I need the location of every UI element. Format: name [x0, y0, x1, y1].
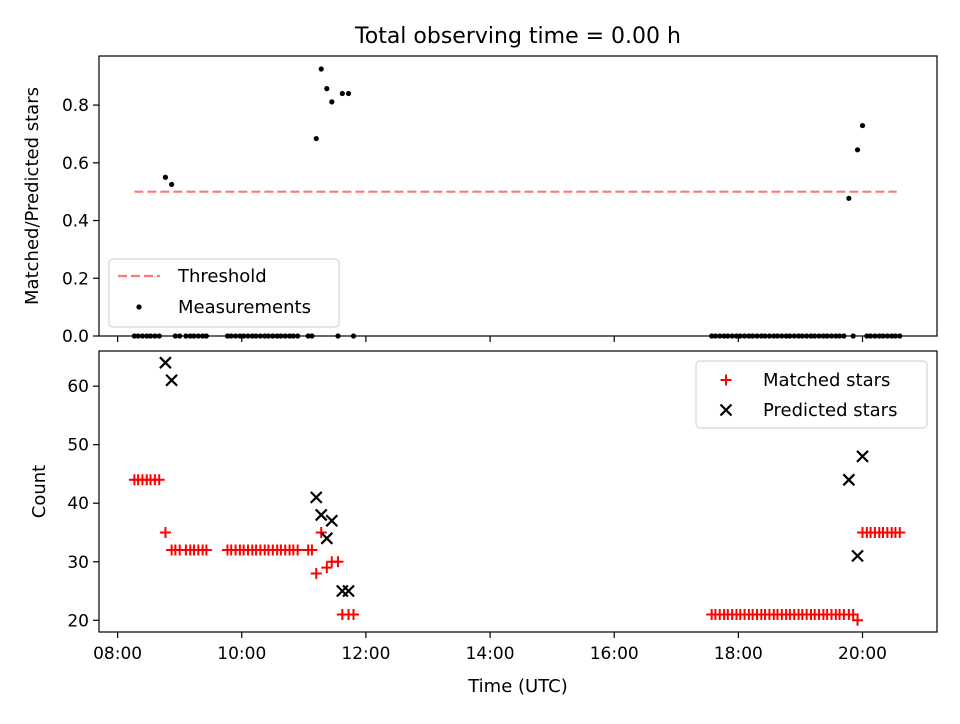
top-y-axis-label: Matched/Predicted stars: [22, 87, 43, 305]
top-panel: 0.00.20.40.60.8 Matched/Predicted stars …: [22, 55, 938, 347]
bottom-axes-ticks: 20 30 40 50 60 08:00 10:00 12:00 14:00 16:00 18:00…: [67, 377, 887, 664]
y-tick-label: 0.8: [62, 96, 89, 116]
predicted-star-point: [165, 373, 178, 387]
matched-star-point: [310, 567, 322, 579]
measurement-point: [162, 174, 169, 180]
x-tick-label: 08:00: [93, 644, 142, 664]
matched-star-point: [321, 562, 333, 574]
x-tick-label: 14:00: [466, 644, 515, 664]
bottom-plot-area: [128, 356, 906, 626]
x-tick-label: 20:00: [838, 644, 887, 664]
top-legend: Threshold Measurements: [108, 258, 340, 328]
predicted-star-point: [314, 508, 328, 522]
matched-star-point: [159, 526, 171, 538]
y-tick-label: 40: [67, 494, 89, 514]
measurement-point: [345, 90, 352, 97]
measurement-point: [169, 181, 175, 188]
legend-predicted-swatch: [719, 403, 733, 417]
predicted-star-point: [309, 491, 323, 504]
predicted-star-point: [851, 549, 864, 563]
matched-star-point: [348, 608, 360, 620]
predicted-star-point: [325, 514, 339, 528]
predicted-star-point: [842, 473, 856, 487]
measurement-point: [854, 147, 861, 153]
predicted-star-point: [856, 450, 869, 463]
matched-star-point: [306, 544, 318, 556]
bottom-legend: Matched stars Predicted stars: [695, 360, 928, 429]
bottom-panel: 20 30 40 50 60 08:00 10:00 12:00 14:00 16:00 18:00…: [29, 350, 938, 697]
measurement-point: [329, 99, 335, 105]
legend-measurement-label: Measurements: [178, 297, 311, 318]
matched-star-point: [894, 526, 906, 538]
matched-star-point: [292, 544, 304, 556]
matched-star-point: [332, 556, 344, 568]
measurement-point: [318, 66, 324, 72]
y-tick-label: 0.6: [62, 154, 89, 174]
x-tick-label: 18:00: [714, 644, 763, 664]
x-tick-label: 10:00: [217, 644, 266, 664]
top-axes-frame: [98, 55, 938, 337]
predicted-star-point: [159, 356, 172, 369]
measurement-point: [313, 135, 319, 142]
matched-star-point: [200, 544, 212, 556]
bottom-y-axis-label: Count: [29, 465, 50, 518]
bottom-axes-frame: [98, 350, 938, 633]
legend-matched-label: Matched stars: [763, 370, 890, 391]
matched-star-point: [315, 526, 327, 538]
measurement-point: [339, 90, 345, 97]
matched-star-point: [153, 474, 165, 486]
measurement-point: [324, 86, 330, 92]
legend-frame: [108, 258, 340, 328]
y-tick-label: 0.0: [62, 327, 89, 347]
y-tick-label: 20: [67, 611, 89, 631]
y-tick-label: 0.4: [62, 212, 89, 232]
legend-matched-swatch: [720, 374, 732, 386]
legend-threshold-label: Threshold: [177, 266, 267, 287]
legend-frame: [695, 360, 928, 429]
matched-star-point: [852, 614, 864, 626]
x-axis-label: Time (UTC): [467, 676, 568, 697]
y-tick-label: 30: [67, 553, 89, 573]
y-tick-label: 50: [67, 436, 89, 456]
matched-star-point: [847, 608, 859, 620]
predicted-star-point: [320, 532, 334, 545]
y-tick-label: 60: [67, 377, 89, 397]
legend-measurement-swatch: [136, 304, 142, 310]
y-tick-label: 0.2: [62, 269, 89, 289]
x-tick-label: 16:00: [590, 644, 639, 664]
top-axes-ticks: 0.0 0.2 0.4 0.6 0.8: [62, 96, 864, 347]
predicted-star-point: [342, 584, 355, 598]
legend-predicted-label: Predicted stars: [763, 400, 897, 421]
measurement-point: [846, 195, 852, 201]
chart-title: Total observing time = 0.00 h: [354, 24, 681, 49]
x-tick-label: 12:00: [341, 644, 390, 664]
measurement-point: [859, 122, 866, 129]
